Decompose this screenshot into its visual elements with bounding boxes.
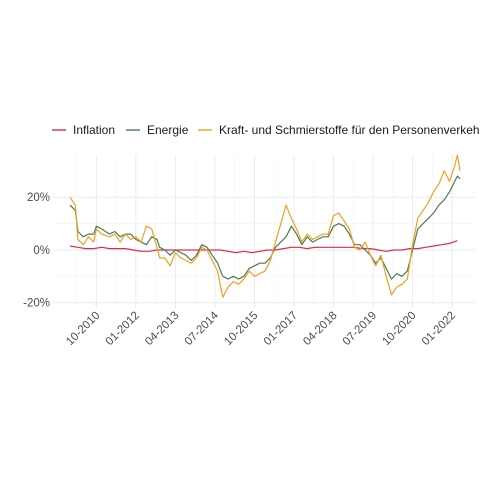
x-tick-label: 04-2018	[301, 310, 339, 348]
x-tick-label: 01-2022	[420, 310, 458, 348]
series-lines	[69, 154, 461, 298]
x-axis-tick-labels: 10-2010 01-2012 04-2013 07-2014 10-2015 01-20…	[64, 309, 458, 348]
x-tick-label: 04-2013	[143, 310, 181, 348]
x-tick-label: 10-2020	[380, 310, 418, 348]
x-tick-label: 01-2017	[262, 310, 300, 348]
y-tick-label: -20%	[23, 298, 50, 310]
legend-label-0: Inflation	[73, 123, 115, 137]
legend-label-2: Kraft- und Schmierstoffe für den Persone…	[219, 123, 480, 137]
legend: Inflation Energie Kraft- und Schmierstoffe…	[52, 123, 480, 137]
series-line-1	[69, 175, 461, 280]
series-line-2	[69, 154, 461, 298]
x-tick-label: 01-2012	[104, 310, 142, 348]
x-tick-label: 07-2014	[183, 309, 222, 348]
x-tick-label: 07-2019	[341, 310, 379, 348]
legend-label-1: Energie	[147, 123, 189, 137]
y-tick-label: 20%	[27, 192, 50, 204]
x-tick-label: 10-2010	[64, 310, 102, 348]
y-tick-label: 0%	[33, 245, 50, 257]
series-line-0	[69, 240, 458, 254]
grid-lines	[53, 155, 475, 308]
x-tick-label: 10-2015	[222, 310, 260, 348]
y-axis-tick-labels: -20% 0% 20%	[23, 192, 50, 310]
